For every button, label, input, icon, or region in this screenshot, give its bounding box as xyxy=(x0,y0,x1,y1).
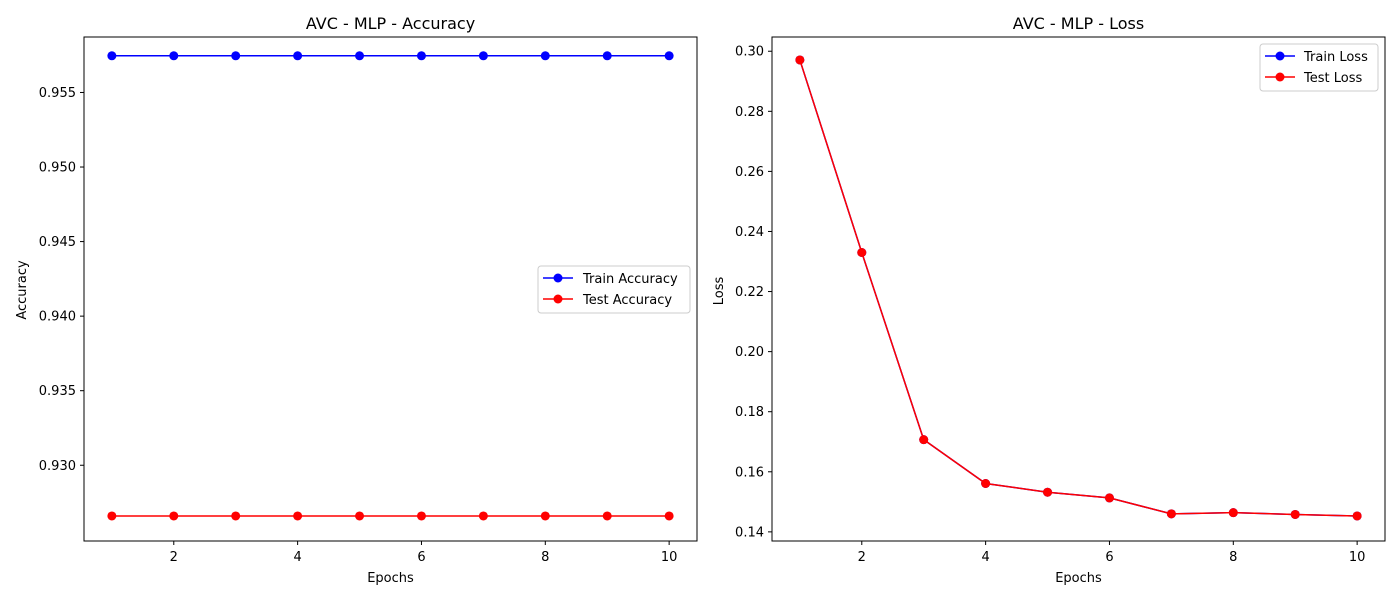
loss-x-tick-label: 2 xyxy=(858,550,866,565)
accuracy-legend-test-label: Test Accuracy xyxy=(582,293,672,308)
test-accuracy-point xyxy=(416,511,426,521)
test-loss-point xyxy=(1352,511,1362,521)
loss-legend-test-label: Test Loss xyxy=(1303,71,1362,86)
accuracy-x-tick-label: 2 xyxy=(170,550,178,565)
train-accuracy-point xyxy=(107,51,117,61)
train-accuracy-point xyxy=(293,51,303,61)
loss-y-tick-label: 0.28 xyxy=(735,105,764,120)
train-loss-line xyxy=(799,59,1358,517)
loss-x-tick-label: 10 xyxy=(1349,550,1366,565)
accuracy-x-tick-label: 6 xyxy=(417,550,425,565)
accuracy-y-tick-label: 0.945 xyxy=(39,235,76,250)
accuracy-x-axis-label: Epochs xyxy=(367,571,414,586)
loss-legend-train-label: Train Loss xyxy=(1303,50,1368,65)
loss-legend-test-marker xyxy=(1275,72,1285,82)
test-accuracy-point xyxy=(169,511,179,521)
loss-y-axis-label: Loss xyxy=(712,277,727,306)
loss-ticks: 2 4 6 8 10 0.14 0.16 0.18 0.20 0.22 0.24 0.26 0.28 0.… xyxy=(735,45,1365,565)
loss-series xyxy=(795,55,1362,521)
loss-y-tick-label: 0.22 xyxy=(735,285,764,300)
accuracy-legend: Train Accuracy Test Accuracy xyxy=(537,265,691,314)
train-accuracy-point xyxy=(478,51,488,61)
accuracy-x-tick-label: 10 xyxy=(661,550,678,565)
test-accuracy-point xyxy=(602,511,612,521)
train-accuracy-point xyxy=(540,51,550,61)
accuracy-y-tick-label: 0.935 xyxy=(39,384,76,399)
test-accuracy-point xyxy=(664,511,674,521)
loss-y-tick-label: 0.20 xyxy=(735,345,764,360)
loss-legend-train-marker xyxy=(1275,51,1285,61)
accuracy-ticks: 2 4 6 8 10 0.930 0.935 0.940 0.945 0.950 0.955 xyxy=(39,86,678,565)
loss-x-axis-label: Epochs xyxy=(1055,571,1102,586)
accuracy-x-tick-label: 4 xyxy=(293,550,301,565)
test-loss-point xyxy=(919,435,929,445)
loss-y-tick-label: 0.26 xyxy=(735,165,764,180)
accuracy-y-tick-label: 0.950 xyxy=(39,161,76,176)
accuracy-series xyxy=(107,51,674,521)
loss-y-tick-label: 0.14 xyxy=(735,525,764,540)
loss-chart-title: AVC - MLP - Loss xyxy=(1013,14,1144,33)
accuracy-legend-train-label: Train Accuracy xyxy=(582,272,678,287)
accuracy-y-tick-label: 0.940 xyxy=(39,310,76,325)
test-accuracy-point xyxy=(107,511,117,521)
test-accuracy-point xyxy=(355,511,365,521)
loss-x-tick-label: 8 xyxy=(1229,550,1237,565)
test-loss-point xyxy=(795,55,805,65)
loss-y-tick-label: 0.16 xyxy=(735,465,764,480)
train-accuracy-point xyxy=(169,51,179,61)
accuracy-legend-box xyxy=(537,265,691,314)
train-accuracy-point xyxy=(231,51,241,61)
accuracy-y-tick-label: 0.955 xyxy=(39,86,76,101)
accuracy-chart-title: AVC - MLP - Accuracy xyxy=(306,14,475,33)
test-loss-point xyxy=(981,479,991,489)
test-loss-point xyxy=(1104,493,1114,503)
loss-x-tick-label: 4 xyxy=(981,550,989,565)
test-loss-line xyxy=(799,59,1358,517)
accuracy-legend-test-marker xyxy=(553,294,563,304)
train-accuracy-point xyxy=(664,51,674,61)
test-loss-point xyxy=(857,248,867,258)
test-accuracy-point xyxy=(478,511,488,521)
test-accuracy-point xyxy=(540,511,550,521)
accuracy-legend-train-marker xyxy=(553,273,563,283)
accuracy-y-axis-label: Accuracy xyxy=(15,260,30,320)
test-accuracy-point xyxy=(293,511,303,521)
test-loss-point xyxy=(1166,509,1176,519)
loss-y-tick-label: 0.18 xyxy=(735,405,764,420)
test-loss-point xyxy=(1043,487,1053,497)
accuracy-y-tick-label: 0.930 xyxy=(39,459,76,474)
accuracy-chart: AVC - MLP - Accuracy Epochs Accuracy 2 4 6… xyxy=(15,14,698,586)
train-accuracy-point xyxy=(355,51,365,61)
train-accuracy-point xyxy=(416,51,426,61)
accuracy-x-tick-label: 8 xyxy=(541,550,549,565)
accuracy-plot-frame xyxy=(83,36,698,542)
loss-legend: Train Loss Test Loss xyxy=(1259,43,1379,92)
test-accuracy-point xyxy=(231,511,241,521)
test-loss-point xyxy=(1290,509,1300,519)
loss-plot-frame xyxy=(771,36,1386,542)
loss-chart: AVC - MLP - Loss Epochs Loss 2 4 6 8 10 0.14 0… xyxy=(712,14,1386,586)
test-loss-point xyxy=(1228,508,1238,518)
train-accuracy-point xyxy=(602,51,612,61)
loss-x-tick-label: 6 xyxy=(1105,550,1113,565)
loss-y-tick-label: 0.30 xyxy=(735,45,764,60)
loss-y-tick-label: 0.24 xyxy=(735,225,764,240)
